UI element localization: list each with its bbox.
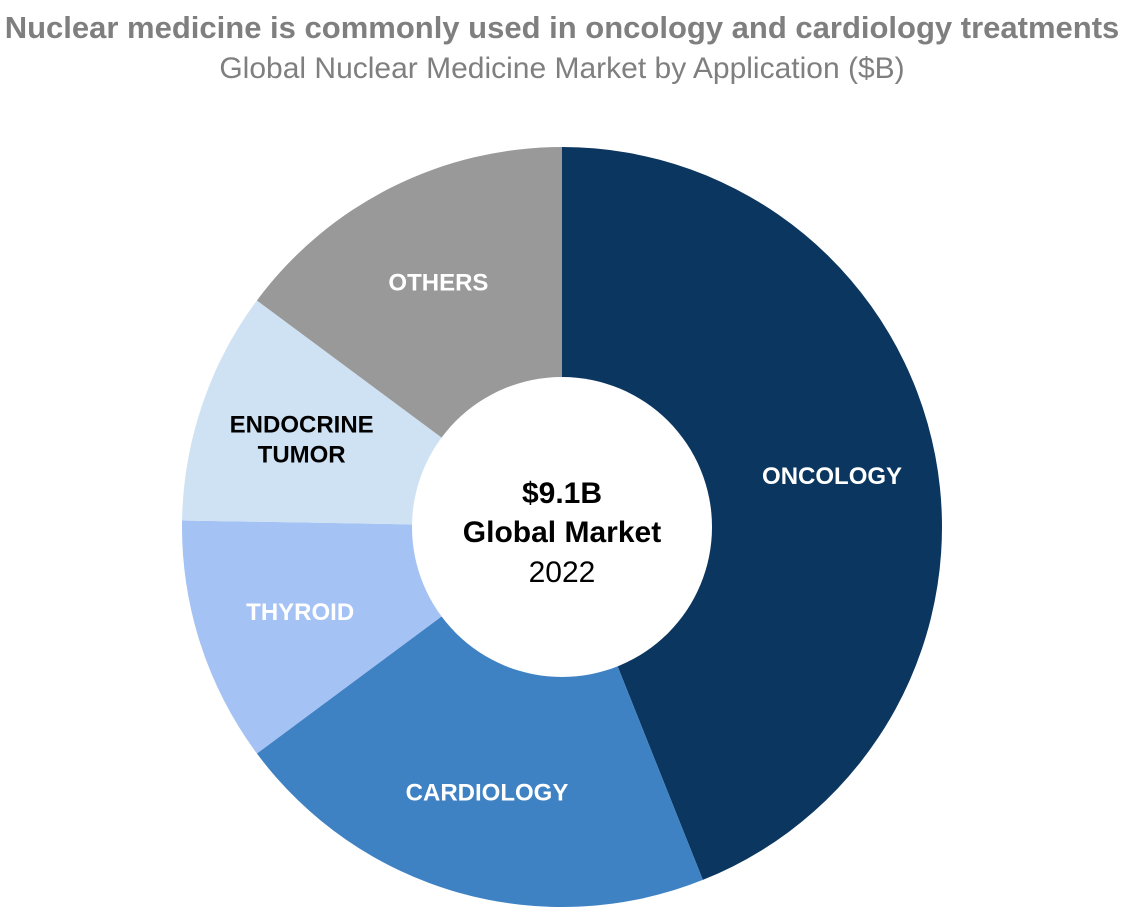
slice-oncology [562,147,943,880]
slice-label-others: OTHERS [388,269,488,296]
chart-subtitle: Global Nuclear Medicine Market by Applic… [219,52,905,85]
center-year: 2022 [529,556,596,589]
slice-label-thyroid: THYROID [246,599,354,626]
donut-hole [412,377,712,677]
slice-label-endocrine-tumor: ENDOCRINE TUMOR [230,411,374,468]
slice-label-cardiology: CARDIOLOGY [406,780,569,807]
slice-labels: ONCOLOGY CARDIOLOGY THYROID ENDOCRINE TUMOR O… [230,269,902,806]
chart-title: Nuclear medicine is commonly used in onc… [4,10,1120,45]
center-total-value: $9.1B [522,477,602,510]
center-market-label: Global Market [463,516,661,549]
slice-label-oncology: ONCOLOGY [762,463,902,490]
